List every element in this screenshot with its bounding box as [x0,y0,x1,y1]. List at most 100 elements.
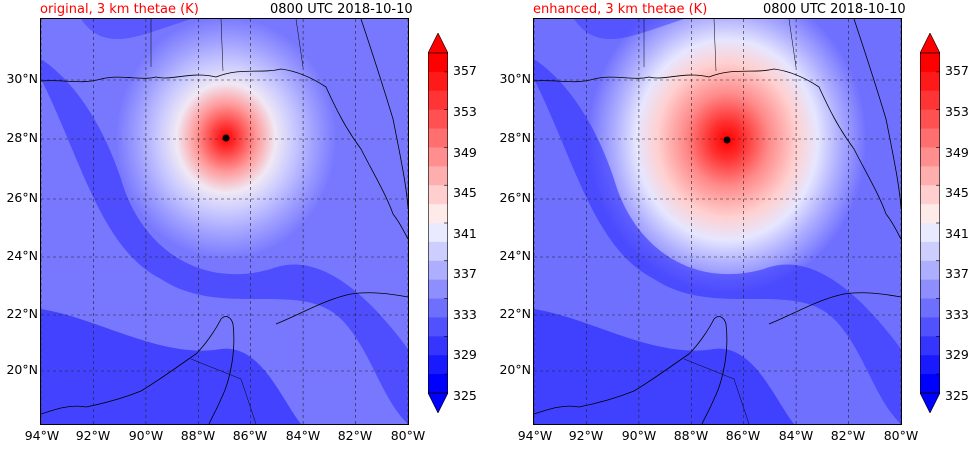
colorbar-bin [428,147,448,167]
colorbar-bin [920,355,940,375]
colorbar-bin [428,317,448,337]
left-cbar-label-333: 333 [453,307,477,322]
colorbar-bin [920,71,940,92]
dry-band-north [574,19,684,39]
right-cbar-label-349: 349 [945,145,969,160]
right-cbar-label-325: 325 [945,388,969,403]
left-cbar-label-349: 349 [453,145,477,160]
left-lon-label-94: 94°W [24,428,60,443]
colorbar-bin [428,241,448,262]
right-lat-label-22: 22°N [499,306,531,321]
left-cbar-label-337: 337 [453,266,477,281]
right-cbar-label-333: 333 [945,307,969,322]
colorbar-bin [428,204,448,224]
right-map [533,18,902,425]
right-lat-label-30: 30°N [499,71,531,86]
left-lat-label-28: 28°N [6,130,38,145]
right-cbar-label-341: 341 [945,226,969,241]
colorbar-bin [920,128,940,148]
colorbar-bin [920,204,940,224]
colorbar-bin [428,355,448,375]
right-lon-label-82: 82°W [830,428,866,443]
colorbar-bin [428,185,448,205]
dry-band-north [81,19,191,39]
colorbar-extend-bottom [428,392,448,413]
colorbar-bin [920,317,940,337]
right-cbar-label-353: 353 [945,104,969,119]
yucatan-coastline [41,316,235,424]
colorbar-bin [428,166,448,186]
left-lon-label-92: 92°W [75,428,111,443]
right-lon-label-84: 84°W [778,428,814,443]
left-lon-label-86: 86°W [232,428,268,443]
right-cbar-label-337: 337 [945,266,969,281]
left-lat-label-20: 20°N [6,362,38,377]
colorbar-bin [920,53,940,73]
left-lat-label-24: 24°N [6,248,38,263]
dry-band [534,59,901,424]
colorbar-bin [920,279,940,300]
gulf-coastline [534,68,901,240]
colorbar-bin [920,241,940,262]
colorbar-bin [428,223,448,243]
atlantic-coastline [853,19,901,210]
colorbar-bin [428,128,448,148]
colorbar-bin [920,166,940,186]
left-lat-label-26: 26°N [6,190,38,205]
right-lon-label-80: 80°W [883,428,919,443]
colorbar-bin [920,260,940,281]
left-cbar-label-325: 325 [453,388,477,403]
right-lon-label-88: 88°W [673,428,709,443]
state-borders [150,19,304,72]
right-cbar-label-345: 345 [945,185,969,200]
colorbar-extend-top [428,33,448,54]
right-panel-title: enhanced, 3 km thetae (K) [533,2,708,17]
colorbar-bin [920,109,940,130]
colorbar-bin [428,336,448,356]
colorbar-bin [920,223,940,243]
dry-band-south [41,309,301,424]
right-lat-label-20: 20°N [499,362,531,377]
gulf-coastline [41,68,408,240]
right-lon-label-94: 94°W [517,428,553,443]
colorbar-bin [920,374,940,394]
colorbar-bin [428,374,448,394]
hurricane-center-dot [222,134,230,142]
left-lon-label-88: 88°W [180,428,216,443]
left-lon-label-84: 84°W [285,428,321,443]
left-lon-label-80: 80°W [390,428,426,443]
colorbar-bin [920,185,940,205]
dry-band [41,59,408,424]
colorbar-bin [920,336,940,356]
colorbar-extend-bottom [920,392,940,413]
left-lat-label-22: 22°N [6,306,38,321]
right-lat-label-26: 26°N [499,190,531,205]
left-panel-title: original, 3 km thetae (K) [40,2,199,17]
right-lat-label-28: 28°N [499,130,531,145]
left-lon-label-90: 90°W [128,428,164,443]
colorbar-bin [428,109,448,130]
atlantic-coastline [360,19,408,210]
left-lat-label-30: 30°N [6,71,38,86]
colorbar-bin [428,298,448,318]
right-panel-time: 0800 UTC 2018-10-10 [763,2,906,17]
left-cbar-label-341: 341 [453,226,477,241]
right-cbar-label-357: 357 [945,63,969,78]
state-borders [643,19,797,72]
left-cbar-label-329: 329 [453,347,477,362]
colorbar-bin [920,147,940,167]
right-colorbar [920,33,940,413]
left-panel-time: 0800 UTC 2018-10-10 [270,2,413,17]
colorbar-bin [428,71,448,92]
right-lon-label-92: 92°W [568,428,604,443]
right-lat-label-24: 24°N [499,248,531,263]
colorbar-bin [428,90,448,111]
left-colorbar [428,33,448,413]
dry-band-south [534,309,794,424]
colorbar-bin [428,53,448,73]
right-cbar-label-329: 329 [945,347,969,362]
hurricane-center-dot [723,136,731,144]
colorbar-bin [428,279,448,300]
left-lon-label-82: 82°W [337,428,373,443]
colorbar-bin [428,260,448,281]
